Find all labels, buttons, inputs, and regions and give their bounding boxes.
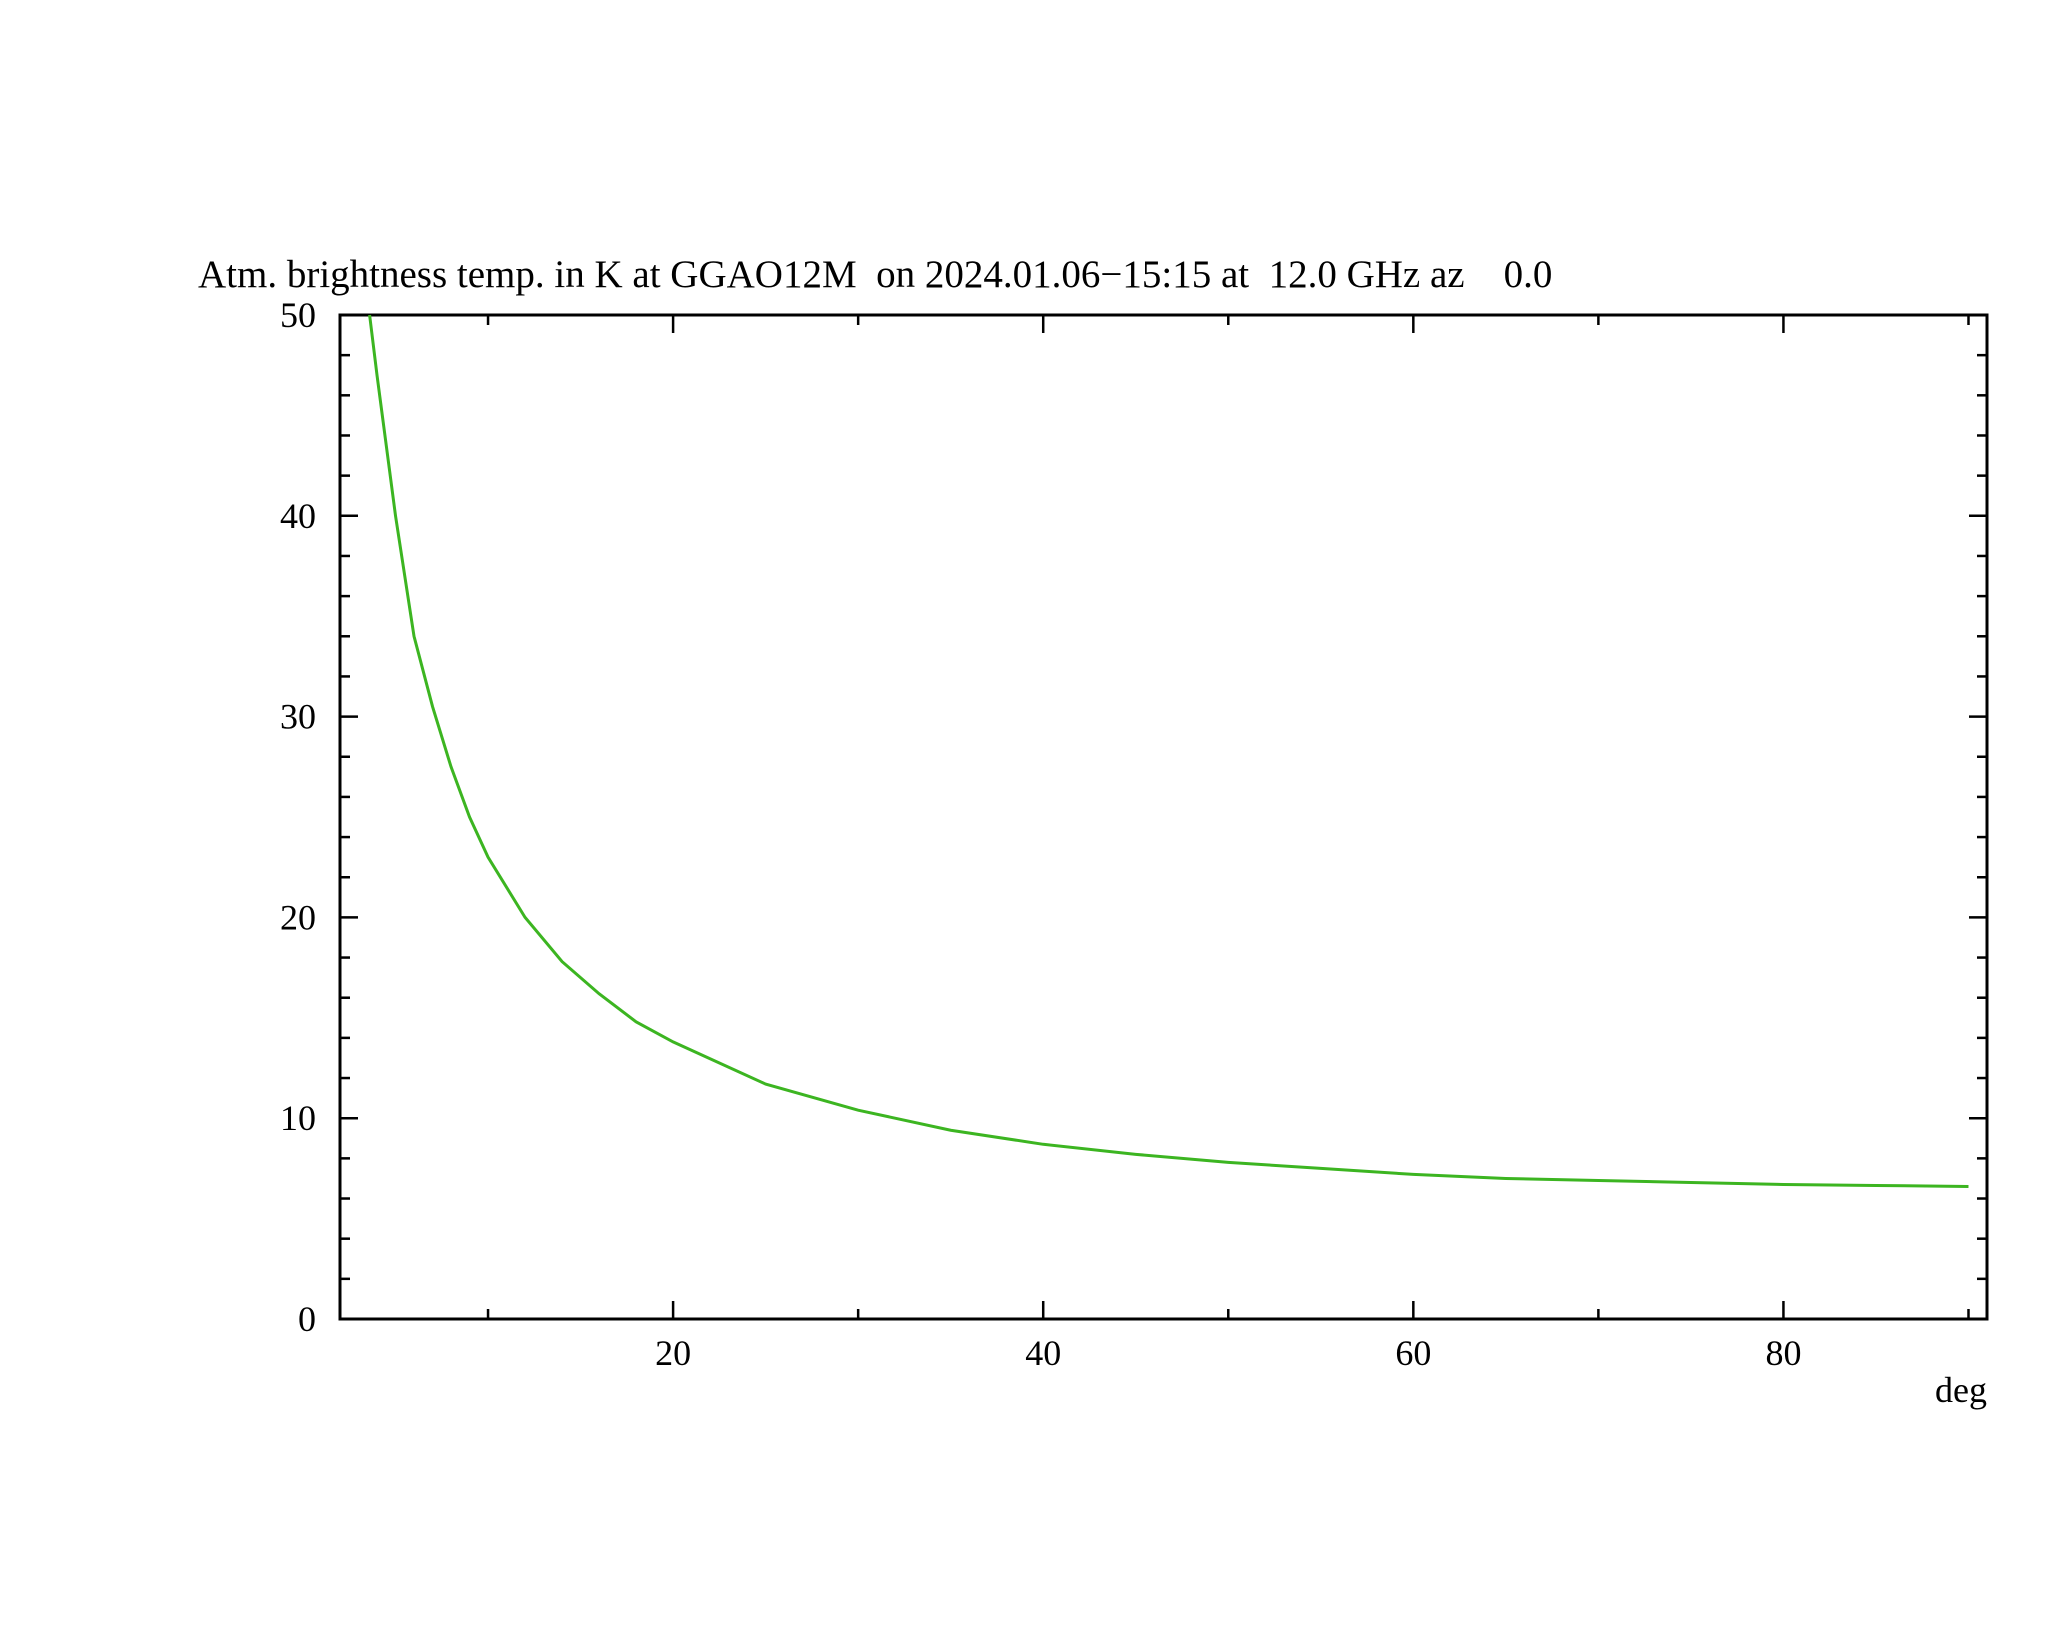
x-tick-label: 40 [1025,1333,1061,1373]
chart-title: Atm. brightness temp. in K at GGAO12M on… [198,253,1552,296]
y-tick-label: 40 [280,496,316,536]
y-tick-label: 10 [280,1098,316,1138]
plot-frame [338,313,1989,1321]
x-axis-label: deg [1935,1370,1987,1410]
x-tick-label: 80 [1765,1333,1801,1373]
x-tick-label: 60 [1395,1333,1431,1373]
y-tick-label: 50 [280,295,316,335]
y-tick-label: 20 [280,897,316,937]
y-tick-label: 30 [280,697,316,737]
y-tick-label: 0 [298,1299,316,1339]
x-tick-label: 20 [655,1333,691,1373]
data-line [368,314,1969,1188]
